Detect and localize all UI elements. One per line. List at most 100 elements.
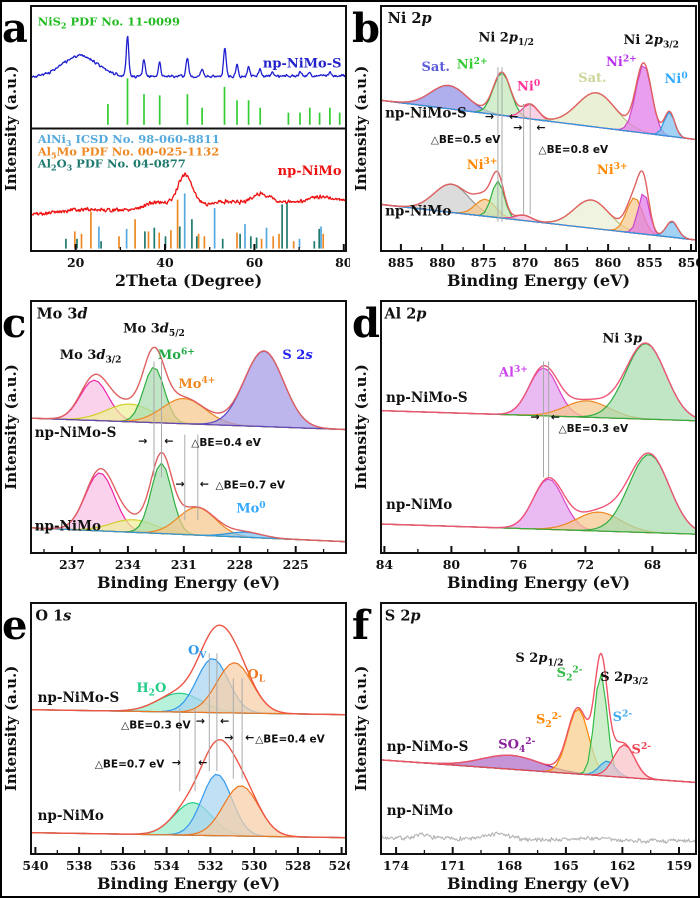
peak-label: Ni 2p3/2: [623, 33, 678, 50]
annotation: △BE=0.3 eV: [121, 720, 191, 732]
tick-label: 228: [227, 557, 253, 572]
panel-letter: d: [352, 300, 380, 347]
annotation: ←: [536, 121, 545, 134]
axis-y-label: Intensity (a.u.): [2, 66, 20, 192]
envelope-curve: [381, 452, 696, 530]
component-peak: [31, 785, 346, 839]
peak-label: Ni3+: [467, 156, 498, 173]
component-peak: [31, 662, 346, 716]
tick-label: 540: [22, 858, 48, 873]
peak-label: Al2O3 PDF No. 04-0877: [37, 157, 186, 173]
panel-title: Al 2p: [383, 306, 426, 323]
annotation: →: [196, 715, 205, 728]
tick-label: 168: [496, 858, 522, 873]
peak-label: np-NiMo: [278, 164, 342, 179]
annotation: →: [224, 731, 233, 744]
spectrum-label: np-NiMo-S: [38, 690, 120, 706]
peak-label: Sat.: [578, 71, 606, 86]
panel-c-chart: np-NiMo-S np-NiMo Mo 3d Mo 3d3/2Mo 3d5/2 Mo6…: [2, 300, 347, 592]
annotation: △BE=0.8 eV: [539, 144, 609, 156]
frame: [30, 300, 347, 554]
spectrum-label: np-NiMo-S: [387, 739, 469, 755]
spectrum-label: np-NiMo: [385, 204, 451, 220]
peak-label: OL: [247, 667, 265, 684]
tick-label: 165: [553, 858, 579, 873]
tick-label: 76: [510, 557, 528, 572]
plot-area: [381, 62, 696, 241]
annotation: ←: [200, 478, 209, 491]
annotation: ←: [245, 731, 254, 744]
peak-label: Ni0: [517, 78, 540, 95]
axis-x-label: 2Theta (Degree): [115, 271, 262, 290]
panel-title: S 2p: [385, 608, 421, 625]
component-peak: [381, 743, 696, 784]
annotation: ←: [164, 435, 173, 448]
axis-x-label: Binding Energy (eV): [447, 573, 630, 592]
plot-area: [31, 35, 346, 249]
tick-label: 84: [376, 557, 394, 572]
annotation: ←: [220, 715, 229, 728]
tick-label: 20: [67, 255, 85, 270]
annotation: △BE=0.5 eV: [431, 134, 501, 146]
peak-label: S2-: [613, 708, 633, 725]
peak-label: S 2s: [282, 348, 313, 363]
panel-letter: f: [352, 602, 372, 649]
frame: [30, 602, 347, 855]
tick-label: 526: [329, 858, 350, 873]
peak-label: S22-: [557, 664, 583, 683]
component-peak: [381, 99, 696, 141]
peak-label: AlNi3 ICSD No. 98-060-8811: [37, 132, 220, 148]
peak-label: SO42-: [498, 736, 535, 755]
spectrum-label: np-NiMo-S: [386, 390, 468, 406]
peak-label: Ni 3p: [603, 332, 643, 347]
axis-x-label: Binding Energy (eV): [97, 573, 280, 592]
tick-label: 234: [115, 557, 141, 572]
peak-label: Mo6+: [158, 346, 195, 363]
tick-label: 534: [154, 858, 180, 873]
annotation: ←: [198, 756, 207, 769]
peak-label: H2O: [136, 681, 166, 698]
panel-c: np-NiMo-S np-NiMo Mo 3d Mo 3d3/2 Mo 3d5/2 Mo6…: [0, 295, 350, 597]
plot-area: [381, 342, 696, 535]
annotation: △BE=0.4 eV: [255, 733, 325, 745]
peak-label: OV: [188, 644, 207, 661]
axis-x-label: Binding Energy (eV): [97, 874, 280, 893]
tick-label: 855: [637, 255, 663, 270]
spectrum-label: np-NiMo: [387, 803, 453, 819]
tick-label: 880: [429, 255, 455, 270]
annotation: →: [175, 478, 184, 491]
peak-label: Al3+: [498, 364, 528, 381]
peak-label: Ni0: [665, 71, 688, 88]
xrd-curve: [31, 172, 346, 216]
panel-letter: a: [2, 5, 28, 52]
tick-label: 538: [66, 858, 92, 873]
annotation: →: [530, 411, 539, 424]
tick-label: 530: [241, 858, 267, 873]
panel-title: Mo 3d: [37, 306, 88, 323]
peak-label: S22-: [536, 711, 562, 730]
axis-y-label: Intensity (a.u.): [352, 666, 370, 792]
tick-label: 159: [666, 858, 692, 873]
panel-title: Ni 2p: [388, 10, 432, 27]
xrd-curve: [381, 831, 696, 844]
axis-y-label: Intensity (a.u.): [352, 66, 370, 192]
tick-label: 40: [156, 255, 174, 270]
tick-label: 174: [383, 858, 409, 873]
peak-label: Ni 2p1/2: [478, 31, 533, 48]
panel-title: O 1s: [35, 608, 71, 625]
annotation: ←: [509, 110, 518, 123]
tick-label: 231: [171, 557, 197, 572]
panel-e: np-NiMo-S np-NiMo O 1s OV H2O OL △BE=0.3 eV → ← △…: [0, 597, 350, 898]
component-peak: [381, 203, 696, 241]
peak-label: Ni3+: [597, 161, 628, 178]
peak-label: Mo 3d5/2: [123, 322, 185, 339]
annotation: △BE=0.7 eV: [95, 758, 165, 770]
peak-label: Mo0: [236, 500, 265, 517]
annotation: →: [513, 121, 522, 134]
tick-label: 237: [59, 557, 85, 572]
tick-label: 80: [335, 255, 350, 270]
tick-label: 162: [609, 858, 635, 873]
